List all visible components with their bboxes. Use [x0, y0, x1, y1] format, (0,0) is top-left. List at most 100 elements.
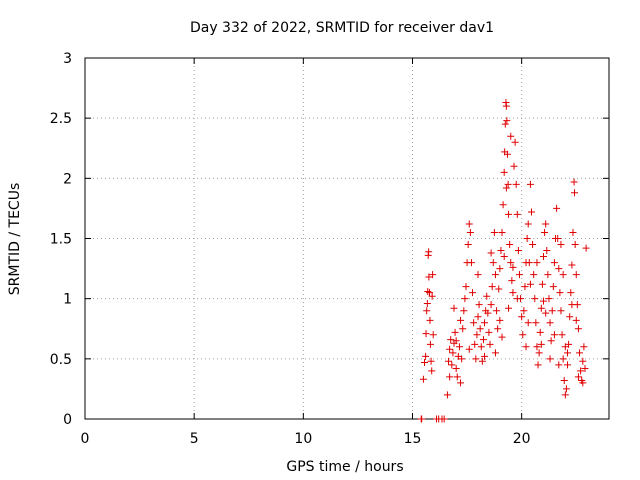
data-point [540, 253, 547, 261]
data-point [512, 180, 520, 188]
data-point [541, 228, 549, 236]
data-point [574, 373, 582, 381]
data-point [582, 244, 590, 252]
data-point [529, 241, 537, 249]
y-tick-label: 0 [63, 412, 72, 428]
data-point [526, 280, 534, 288]
data-point [567, 289, 575, 297]
data-point [448, 361, 456, 369]
data-point [461, 295, 469, 303]
data-point [489, 259, 497, 267]
data-point [503, 117, 511, 125]
data-point [484, 309, 492, 317]
data-point [566, 313, 574, 321]
data-point [467, 259, 475, 267]
data-point [522, 343, 530, 351]
data-point [531, 295, 539, 303]
data-point [550, 259, 558, 267]
data-point [498, 333, 506, 341]
data-point [491, 271, 499, 279]
data-point [453, 373, 461, 381]
data-point [487, 301, 495, 309]
data-point [542, 220, 550, 228]
data-point [424, 287, 432, 295]
data-point [503, 150, 511, 158]
data-point [524, 319, 532, 327]
data-point [427, 357, 435, 365]
data-point [569, 228, 577, 236]
data-point [470, 319, 478, 327]
data-point [579, 379, 587, 387]
data-point [477, 343, 485, 351]
data-point [509, 263, 517, 271]
data-point [537, 304, 545, 312]
data-point [500, 253, 508, 261]
data-point [423, 307, 431, 315]
data-point [494, 325, 502, 333]
data-point [544, 271, 552, 279]
data-point [428, 367, 436, 375]
data-point [495, 285, 503, 293]
data-point [418, 415, 426, 423]
data-point [549, 283, 557, 291]
data-point [487, 249, 495, 257]
data-point [521, 283, 529, 291]
data-point [546, 319, 554, 327]
data-point [429, 271, 437, 279]
data-point [496, 265, 504, 273]
data-point [555, 265, 563, 273]
x-tick-label: 15 [404, 431, 422, 447]
data-point [557, 307, 565, 315]
data-point [557, 241, 565, 249]
data-point [570, 178, 578, 186]
data-point [496, 316, 504, 324]
data-point [451, 328, 459, 336]
data-point [568, 261, 576, 269]
data-point [562, 385, 570, 393]
data-point [555, 361, 563, 369]
data-point [519, 331, 527, 339]
axis-ticks [84, 57, 609, 420]
data-point [476, 325, 484, 333]
data-point [577, 367, 585, 375]
data-point [450, 304, 458, 312]
data-point [471, 340, 479, 348]
data-point [488, 283, 496, 291]
data-point [523, 235, 531, 242]
data-point [457, 379, 465, 387]
data-point [481, 319, 489, 327]
data-point [564, 349, 572, 357]
data-point [560, 376, 568, 384]
data-point [514, 247, 522, 255]
data-point [464, 241, 472, 249]
data-point [564, 361, 572, 369]
data-point [524, 220, 532, 228]
data-point [556, 289, 564, 297]
data-point [533, 259, 541, 267]
data-point [581, 364, 589, 372]
data-point [421, 358, 429, 366]
data-point [429, 331, 437, 339]
y-axis-label: SRMTID / TECUs [7, 183, 23, 296]
data-point [440, 415, 448, 423]
data-point [465, 345, 473, 353]
data-point [497, 247, 505, 255]
data-point [548, 307, 556, 315]
x-tick-label: 10 [294, 431, 312, 447]
data-point [462, 283, 470, 291]
data-point [572, 271, 580, 279]
data-point [446, 373, 454, 381]
data-point [472, 355, 480, 363]
data-point [422, 352, 430, 360]
data-point [474, 313, 482, 321]
data-point [452, 337, 460, 345]
y-tick-label: 1 [63, 292, 72, 308]
data-point [568, 301, 576, 309]
x-tick-labels: 0 5 10 15 20 [81, 431, 531, 447]
chart-title: Day 332 of 2022, SRMTID for receiver dav… [190, 20, 494, 36]
data-point [509, 289, 517, 297]
data-point [533, 343, 541, 351]
data-point [486, 340, 494, 348]
data-point [504, 180, 512, 188]
data-point [507, 259, 515, 267]
